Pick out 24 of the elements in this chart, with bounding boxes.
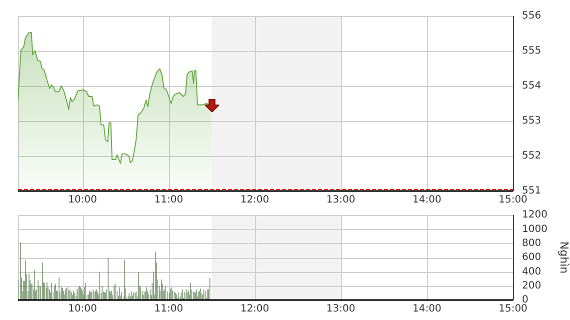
x-tick-label: 14:00 <box>412 194 442 206</box>
y-tick-label: 552 <box>522 150 542 162</box>
y-tick-label: 800 <box>522 238 542 249</box>
y-axis-title: Nghìn <box>558 241 570 274</box>
x-tick-label: 14:00 <box>412 304 442 315</box>
y-tick-label: 200 <box>522 280 542 292</box>
y-tick-label: 555 <box>522 46 542 57</box>
x-tick-label: 10:00 <box>68 304 97 315</box>
x-tick-label: 13:00 <box>326 194 356 206</box>
x-tick-label: 12:00 <box>240 304 270 315</box>
x-tick-label: 15:00 <box>498 304 528 315</box>
x-tick-label: 10:00 <box>68 194 97 206</box>
y-tick-label: 554 <box>522 80 542 92</box>
y-tick-label: 1200 <box>522 210 548 221</box>
y-tick-label: 600 <box>522 252 542 264</box>
y-tick-label: 400 <box>522 266 542 278</box>
x-tick-label: 12:00 <box>240 194 270 206</box>
y-tick-label: 1000 <box>522 224 548 235</box>
y-tick-label: 556 <box>522 10 542 22</box>
x-tick-label: 11:00 <box>154 194 184 206</box>
y-tick-label: 553 <box>522 116 542 127</box>
x-tick-label: 13:00 <box>326 304 356 315</box>
x-tick-label: 15:00 <box>498 194 528 206</box>
x-tick-label: 11:00 <box>154 304 184 315</box>
